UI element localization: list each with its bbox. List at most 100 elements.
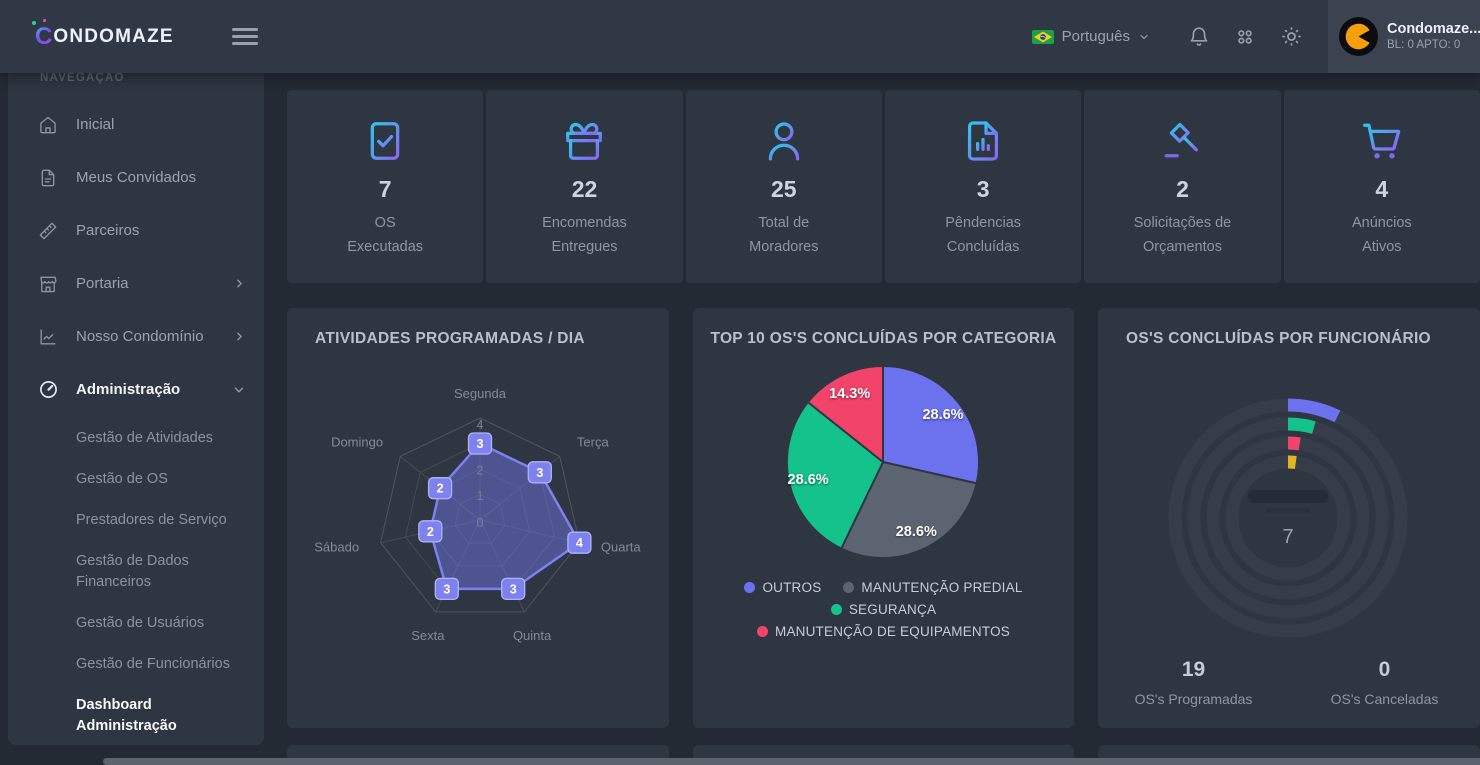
sidebar-subitem-gestao-de-usuarios[interactable]: Gestão de Usuários xyxy=(76,615,205,632)
sidebar-item-label: Portaria xyxy=(76,275,129,292)
profile-unit-info: BL: 0 APTO: 0 xyxy=(1387,39,1461,52)
radar-axis-label: Quarta xyxy=(601,540,642,555)
card-title: OS'S CONCLUÍDAS POR FUNCIONÁRIO xyxy=(1126,330,1431,347)
card-os-by-category: TOP 10 OS'S CONCLUÍDAS POR CATEGORIA 28.… xyxy=(693,308,1074,728)
sidebar-subitem-dashboard-administracao[interactable]: Dashboard Administração xyxy=(76,697,177,735)
svg-text:3: 3 xyxy=(443,582,450,596)
card-activities-per-day: ATIVIDADES PROGRAMADAS / DIA 4 2 1 0 Segunda… xyxy=(287,308,669,728)
chart-line-icon xyxy=(38,326,59,347)
sidebar-item-nosso-condominio[interactable]: Nosso Condomínio xyxy=(8,310,264,363)
radial-bar-chart: 7 xyxy=(1168,398,1408,638)
stat-value: 4 xyxy=(1375,176,1389,203)
faded-center-sublabel xyxy=(1265,508,1311,513)
top-navbar: C ONDOMAZE Português xyxy=(0,0,1480,73)
sidebar-item-parceiros[interactable]: Parceiros xyxy=(8,204,264,257)
apps-grid-icon xyxy=(1238,29,1252,44)
chevron-right-icon xyxy=(233,277,246,290)
legend-item[interactable]: MANUTENÇÃO DE EQUIPAMENTOS xyxy=(757,624,1010,639)
horizontal-scrollbar[interactable] xyxy=(103,758,1480,765)
pie-slice-0 xyxy=(882,364,980,485)
legend-item[interactable]: MANUTENÇÃO PREDIAL xyxy=(843,580,1022,595)
sidebar-subitem-gestao-de-atividades[interactable]: Gestão de Atividades xyxy=(76,430,214,446)
avatar xyxy=(1339,17,1378,56)
document-icon xyxy=(38,167,59,188)
stat-card-report: 3 Pêndencias Concluídas xyxy=(884,90,1082,283)
radar-axis-label: Domingo xyxy=(331,435,383,450)
sidebar-subitem-prestadores-de-servico[interactable]: Prestadores de Serviço xyxy=(76,512,227,529)
pie-slice-3 xyxy=(806,364,884,465)
chevron-down-icon xyxy=(232,383,246,397)
legend-label: OUTROS xyxy=(762,580,822,595)
sidebar-section-label: NAVEGAÇÃO xyxy=(40,73,125,84)
legend-item[interactable]: SEGURANÇA xyxy=(830,602,936,617)
sidebar-item-meus-convidados[interactable]: Meus Convidados xyxy=(8,151,264,204)
stat-card-check-square: 7 OS Executadas xyxy=(287,90,484,283)
legend-item[interactable]: OUTROS xyxy=(744,580,821,595)
svg-text:3: 3 xyxy=(536,466,543,480)
pie-slice-1 xyxy=(839,460,978,559)
legend-color-dot xyxy=(843,582,855,593)
chevron-down-icon xyxy=(1140,34,1148,39)
condomaze-avatar-icon xyxy=(1342,20,1375,53)
pie-slice-label: 14.3% xyxy=(829,386,870,402)
administracao-submenu: Gestão de Atividades Gestão de OS Prestado… xyxy=(8,416,264,745)
radar-point-label: 2 xyxy=(427,477,453,500)
theme-toggle-button[interactable] xyxy=(1268,14,1314,60)
radar-axis-label: Sábado xyxy=(314,540,359,555)
home-icon xyxy=(38,114,59,135)
sidebar-item-label: Administração xyxy=(76,381,181,398)
notifications-button[interactable] xyxy=(1176,14,1222,60)
legend-label: MANUTENÇÃO DE EQUIPAMENTOS xyxy=(775,624,1010,639)
radar-point-label: 4 xyxy=(567,531,592,554)
menu-toggle-button[interactable] xyxy=(231,24,258,50)
language-label: Português xyxy=(1061,28,1130,45)
stat-label: Encomendas Entregues xyxy=(542,215,627,255)
pie-slice-label: 28.6% xyxy=(922,407,963,423)
brazil-flag-icon xyxy=(1031,29,1054,44)
ruler-icon xyxy=(38,220,59,241)
legend-color-dot xyxy=(830,604,842,615)
svg-text:3: 3 xyxy=(510,582,517,596)
brand-logo-text: ONDOMAZE xyxy=(53,25,174,47)
radial-footer-stat: 0 OS's Canceladas xyxy=(1289,658,1480,707)
stat-card-cart: 4 Anúncios Ativos xyxy=(1283,90,1480,283)
faded-center-label xyxy=(1248,490,1328,503)
radar-point-label: 2 xyxy=(418,520,443,543)
stat-value: 22 xyxy=(571,176,598,203)
stat-label: Total de Moradores xyxy=(749,215,819,255)
footer-stat-label: OS's Canceladas xyxy=(1330,691,1439,707)
sidebar-item-label: Meus Convidados xyxy=(76,169,197,186)
radar-point-label: 3 xyxy=(501,577,526,601)
radial-segment-1 xyxy=(1287,417,1316,434)
sidebar-navigation: NAVEGAÇÃO Inicial Meus Convidados Parceiro… xyxy=(8,73,264,745)
profile-name: Condomaze... xyxy=(1387,21,1480,38)
stat-label: Anúncios Ativos xyxy=(1351,215,1412,255)
sidebar-subitem-gestao-de-dados-financeiros[interactable]: Gestão de Dados Financeiros xyxy=(76,553,189,591)
stat-label: OS Executadas xyxy=(347,215,424,255)
radial-segment-0 xyxy=(1287,398,1341,423)
stat-card-user: 25 Total de Moradores xyxy=(685,90,882,283)
sidebar-subitem-gestao-de-funcionarios[interactable]: Gestão de Funcionários xyxy=(76,656,230,673)
stat-value: 25 xyxy=(771,176,797,203)
radar-series xyxy=(429,442,581,591)
radar-point-label: 3 xyxy=(434,577,459,601)
sun-icon xyxy=(1281,27,1301,46)
radial-center-value: 7 xyxy=(1282,526,1293,548)
profile-menu[interactable]: Condomaze... BL: 0 APTO: 0 xyxy=(1328,0,1480,73)
sidebar-item-portaria[interactable]: Portaria xyxy=(8,257,264,310)
logo-sparkle-dot xyxy=(43,18,46,22)
svg-text:3: 3 xyxy=(477,437,484,451)
sidebar-item-administracao[interactable]: Administração xyxy=(8,363,264,416)
radar-axis-label: Sexta xyxy=(411,628,445,643)
sidebar-subitem-gestao-de-os[interactable]: Gestão de OS xyxy=(76,471,168,488)
chevron-right-icon xyxy=(233,330,246,343)
language-selector[interactable]: Português xyxy=(1031,28,1150,45)
radar-axis-label: Quinta xyxy=(513,628,552,643)
radial-footer-stat: 19 OS's Programadas xyxy=(1098,658,1289,707)
apps-menu-button[interactable] xyxy=(1222,14,1268,60)
sidebar-item-inicial[interactable]: Inicial xyxy=(8,98,264,151)
card-title: TOP 10 OS'S CONCLUÍDAS POR CATEGORIA xyxy=(710,330,1057,347)
radial-chart-footer: 19 OS's Programadas 0 OS's Canceladas xyxy=(1098,658,1480,707)
brand-logo[interactable]: C ONDOMAZE xyxy=(32,18,174,51)
logo-sparkle-dot xyxy=(32,20,36,25)
